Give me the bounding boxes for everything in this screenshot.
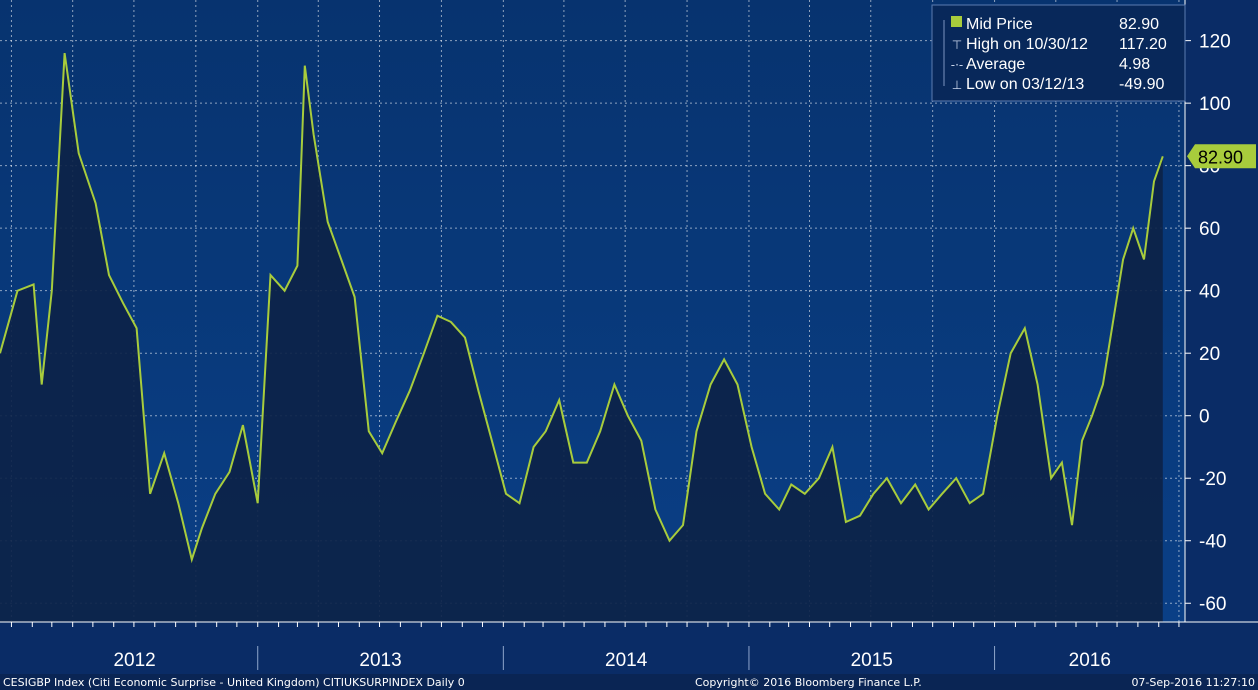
- last-value-label-background: [1187, 144, 1256, 169]
- y-tick-label: -60: [1199, 594, 1226, 615]
- x-tick-label-2016: 2016: [1069, 650, 1111, 671]
- legend-box: [931, 4, 1186, 102]
- footer-timestamp-text: 07-Sep-2016 11:27:10: [1131, 676, 1255, 689]
- legend-value-high: 117.20: [1119, 36, 1167, 53]
- series-line: [0, 52, 1164, 564]
- y-tick-label: 0: [1199, 407, 1210, 428]
- legend: ⊤ -·- ⊥ Mid Price 82.90 High on 10/30/12…: [931, 4, 1186, 102]
- legend-value-mid-price: 82.90: [1119, 16, 1159, 33]
- legend-label-average: Average: [966, 56, 1025, 73]
- legend-label-low: Low on 03/12/13: [966, 76, 1084, 93]
- footer-copyright-text: Copyright© 2016 Bloomberg Finance L.P.: [695, 676, 922, 689]
- low-marker-icon: ⊥: [952, 78, 962, 92]
- legend-label-high: High on 10/30/12: [966, 36, 1088, 53]
- x-axis-panel: [0, 622, 1258, 674]
- y-tick-label: -20: [1199, 469, 1226, 490]
- y-axis: 120100806040200-20-40-60: [1184, 0, 1231, 622]
- y-tick-label: 60: [1199, 219, 1220, 240]
- average-marker-icon: -·-: [951, 58, 963, 72]
- y-axis-panel: [1185, 0, 1258, 622]
- x-tick-label-2013: 2013: [359, 650, 401, 671]
- y-tick-label: -40: [1199, 532, 1226, 553]
- legend-value-low: -49.90: [1119, 76, 1164, 93]
- x-axis: 2012 2013 2014 2015 2016: [0, 621, 1258, 671]
- legend-value-average: 4.98: [1119, 56, 1150, 73]
- last-value-marker: 82.90: [1187, 144, 1256, 169]
- x-tick-label-2015: 2015: [851, 650, 893, 671]
- high-marker-icon: ⊤: [952, 38, 962, 52]
- y-tick-label: 100: [1199, 94, 1231, 115]
- series-area-fill: [0, 53, 1163, 623]
- last-value-label: 82.90: [1198, 147, 1243, 167]
- footer-left-text: CESIGBP Index (Citi Economic Surprise - …: [3, 676, 465, 689]
- x-tick-label-2014: 2014: [605, 650, 648, 671]
- y-tick-label: 40: [1199, 282, 1220, 303]
- y-tick-label: 20: [1199, 344, 1220, 365]
- legend-label-mid-price: Mid Price: [966, 16, 1033, 33]
- footer-bar: [0, 674, 1258, 690]
- x-tick-label-2012: 2012: [113, 650, 155, 671]
- mid-price-swatch-icon: [951, 16, 962, 27]
- y-tick-label: 120: [1199, 32, 1231, 53]
